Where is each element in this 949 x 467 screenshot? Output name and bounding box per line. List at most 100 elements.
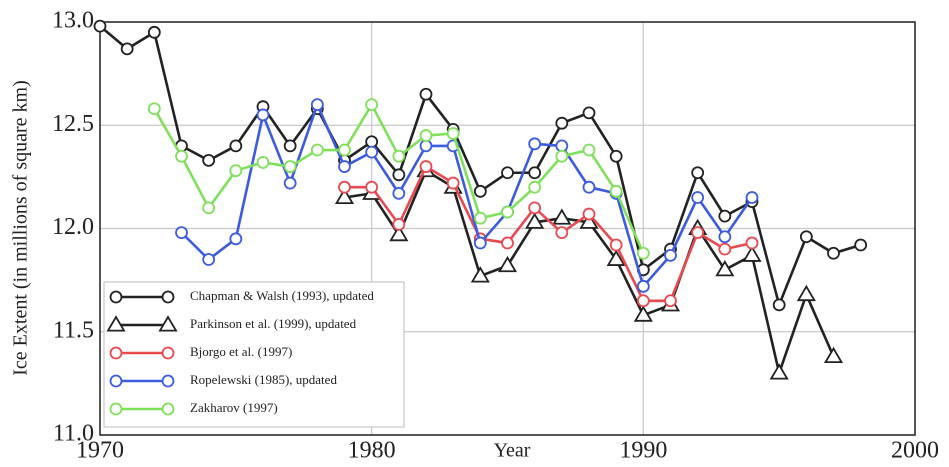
marker [501,205,514,219]
marker [202,201,216,215]
marker [175,226,188,240]
marker [745,191,759,204]
plot-frame [99,21,916,436]
marker [606,249,626,266]
marker [161,346,175,360]
marker [633,305,653,322]
marker [664,294,677,308]
series [147,98,650,260]
y-tick-label: 12.0 [52,214,94,240]
marker [473,211,487,225]
marker [158,315,178,332]
marker [392,168,406,182]
y-tick-label: 11.5 [53,317,94,343]
marker [854,238,868,252]
marker [582,207,596,221]
marker [636,279,650,293]
y-tick-label: 12.5 [52,111,94,137]
x-tick-label: 1980 [348,438,396,464]
marker [691,226,705,240]
marker [718,242,732,256]
series-line [99,25,862,310]
marker [310,143,324,157]
marker [555,226,569,240]
marker [473,184,487,198]
marker [579,212,599,229]
marker [392,149,406,163]
marker [799,230,813,244]
marker [310,98,324,111]
legend-box [103,281,405,428]
marker [229,139,243,153]
marker [718,209,732,223]
marker [715,260,735,277]
marker [229,232,243,246]
series-line [180,101,754,289]
marker [582,106,596,120]
legend-text: Bjorgo et al. (1997) [190,344,292,359]
marker [109,290,123,304]
marker [609,184,623,198]
series [338,160,759,308]
marker [365,135,379,149]
marker [528,201,542,215]
marker [691,166,705,180]
marker [365,145,379,159]
marker [120,42,134,56]
y-tick-label: 13.0 [52,8,94,34]
marker [93,19,107,33]
marker [742,245,762,262]
marker [555,149,569,163]
marker [582,143,596,157]
marker [161,290,175,304]
marker [501,236,514,250]
marker [446,127,460,140]
marker [161,374,175,388]
marker [769,363,789,380]
marker [147,102,161,116]
marker [528,166,542,180]
x-tick-label: 1970 [76,438,124,464]
marker [338,143,351,157]
marker [365,98,379,111]
marker [609,149,623,163]
marker [582,180,596,194]
marker [636,294,650,308]
marker [334,187,355,205]
marker [338,180,351,194]
marker [392,186,406,200]
marker [528,137,542,151]
marker [338,160,351,173]
marker [419,139,433,153]
legend-text: Parkinson et al. (1999), updated [190,316,357,331]
marker [147,25,161,39]
marker [389,224,409,242]
series [175,98,759,293]
marker [552,208,572,225]
marker [283,139,297,153]
marker [827,246,840,260]
series-line [344,164,753,303]
marker [283,176,297,190]
marker [528,180,542,194]
marker [823,346,844,364]
marker [745,236,759,250]
marker [446,176,460,190]
marker [419,129,433,142]
marker [555,116,569,130]
marker [419,87,433,101]
marker [109,374,123,388]
marker [256,156,270,169]
legend-text: Chapman & Walsh (1993), updated [190,288,374,303]
legend-text: Zakharov (1997) [190,400,278,415]
x-tick-label: 2000 [891,438,939,464]
marker [365,180,379,194]
y-axis-label: Ice Extent (in millions of square km) [10,80,32,375]
marker [202,253,216,266]
marker [664,248,677,262]
marker [175,149,188,163]
marker [609,238,623,252]
marker [691,191,705,204]
marker [501,166,514,180]
